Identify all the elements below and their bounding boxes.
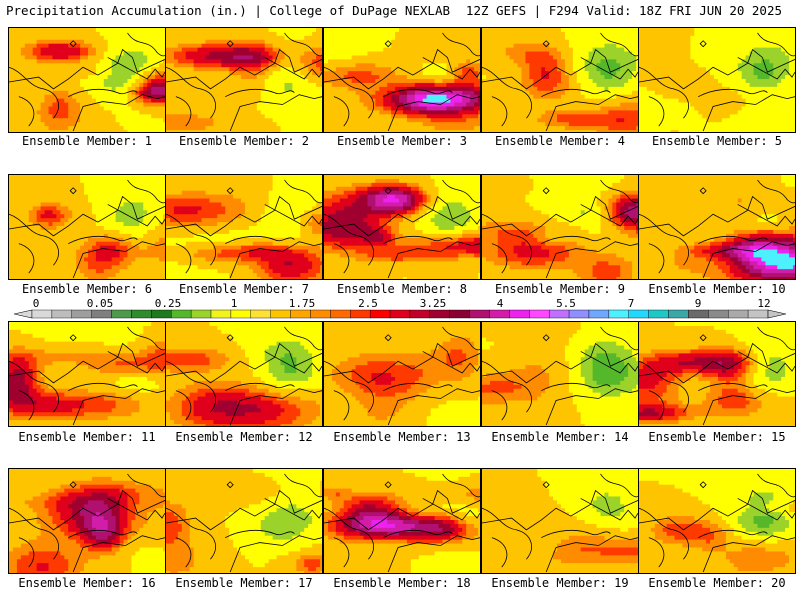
ensemble-member-map [323,468,481,574]
ensemble-member-label: Ensemble Member: 11 [8,430,166,444]
map-title: Precipitation Accumulation (in.) | Colle… [6,3,450,18]
ensemble-member-map [638,27,796,133]
colorbar-tick-label: 12 [757,297,770,310]
ensemble-member-map [165,174,323,280]
ensemble-member-map [638,321,796,427]
ensemble-member-map [323,27,481,133]
colorbar-tick-label: 1.75 [289,297,316,310]
ensemble-member-label: Ensemble Member: 20 [638,576,796,590]
colorbar-tick-label: 2.5 [358,297,378,310]
colorbar-tick-label: 1 [231,297,238,310]
colorbar-tick-label: 9 [695,297,702,310]
colorbar-tick-label: 7 [628,297,635,310]
ensemble-member-map [481,27,639,133]
ensemble-member-map [481,468,639,574]
ensemble-member-label: Ensemble Member: 12 [165,430,323,444]
ensemble-member-label: Ensemble Member: 19 [481,576,639,590]
ensemble-member-label: Ensemble Member: 17 [165,576,323,590]
ensemble-member-label: Ensemble Member: 8 [323,282,481,296]
colorbar-tick-label: 0 [33,297,40,310]
ensemble-member-map [165,321,323,427]
ensemble-member-label: Ensemble Member: 3 [323,134,481,148]
colorbar-tick-label: 4 [497,297,504,310]
ensemble-member-map [638,468,796,574]
colorbar [14,309,786,319]
ensemble-member-map [165,468,323,574]
ensemble-member-label: Ensemble Member: 9 [481,282,639,296]
ensemble-member-map [8,468,166,574]
colorbar-tick-label: 5.5 [556,297,576,310]
ensemble-member-map [8,321,166,427]
ensemble-member-label: Ensemble Member: 18 [323,576,481,590]
ensemble-member-map [8,27,166,133]
ensemble-member-map [481,321,639,427]
ensemble-member-label: Ensemble Member: 10 [638,282,796,296]
ensemble-member-map [481,174,639,280]
colorbar-tick-label: 3.25 [420,297,447,310]
model-run-info: 12Z GEFS | F294 Valid: 18Z FRI JUN 20 20… [466,3,782,18]
ensemble-member-map [323,174,481,280]
ensemble-member-label: Ensemble Member: 13 [323,430,481,444]
ensemble-member-map [323,321,481,427]
ensemble-member-label: Ensemble Member: 5 [638,134,796,148]
ensemble-member-map [638,174,796,280]
ensemble-member-label: Ensemble Member: 7 [165,282,323,296]
ensemble-member-label: Ensemble Member: 4 [481,134,639,148]
ensemble-member-label: Ensemble Member: 14 [481,430,639,444]
ensemble-member-label: Ensemble Member: 1 [8,134,166,148]
ensemble-member-label: Ensemble Member: 15 [638,430,796,444]
colorbar-tick-label: 0.25 [155,297,182,310]
ensemble-member-map [8,174,166,280]
ensemble-member-label: Ensemble Member: 16 [8,576,166,590]
ensemble-member-label: Ensemble Member: 2 [165,134,323,148]
ensemble-member-map [165,27,323,133]
ensemble-member-label: Ensemble Member: 6 [8,282,166,296]
colorbar-tick-label: 0.05 [87,297,114,310]
